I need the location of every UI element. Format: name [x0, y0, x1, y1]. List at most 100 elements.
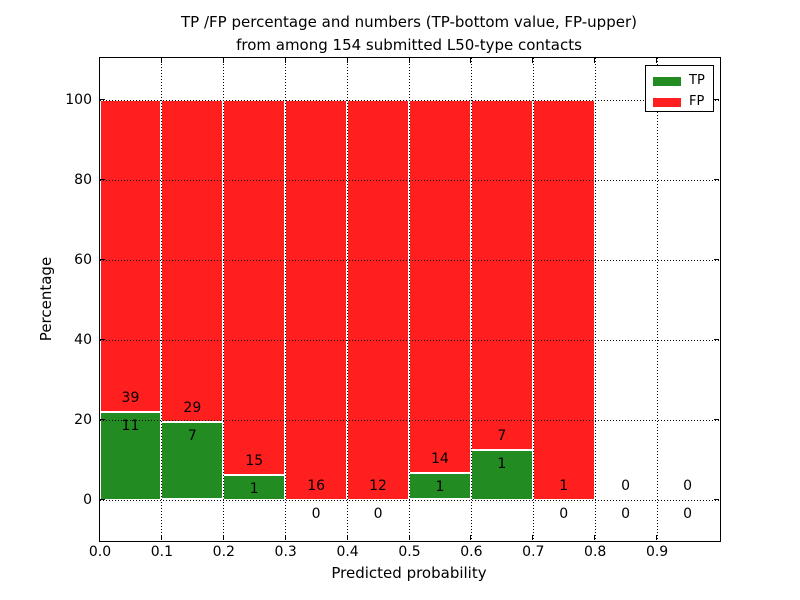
v-gridline: [594, 57, 596, 540]
tp-bar-segment: [99, 411, 162, 500]
fp-count-label: 16: [307, 477, 326, 494]
y-tick-label: 0: [83, 492, 92, 508]
fp-count-label: 7: [497, 427, 507, 444]
y-tick-label: 20: [74, 412, 92, 428]
fp-bar-segment: [532, 99, 595, 500]
tp-bar-segment: [409, 472, 471, 500]
legend: TP FP: [645, 65, 714, 112]
y-tick-mark: [99, 419, 105, 420]
x-tick-label: 0.2: [212, 544, 235, 560]
v-gridline: [161, 57, 163, 540]
y-tick-mark: [99, 339, 105, 340]
y-tick-mark: [713, 419, 719, 420]
x-tick-mark: [346, 57, 348, 63]
x-tick-label: 0.9: [645, 544, 669, 560]
legend-row-fp: FP: [646, 92, 713, 112]
x-tick-mark: [594, 57, 596, 63]
fp-count-label: 29: [183, 399, 202, 416]
y-tick-label: 60: [74, 252, 92, 268]
tp-legend-swatch: [653, 77, 681, 86]
legend-row-tp: TP: [646, 71, 713, 91]
x-tick-mark: [346, 534, 348, 540]
fp-count-label: 0: [621, 477, 631, 494]
x-tick-mark: [408, 57, 410, 63]
tp-count-label: 1: [249, 480, 259, 497]
x-tick-label: 0.3: [274, 544, 297, 560]
v-gridline: [409, 57, 410, 540]
fp-count-label: 15: [245, 452, 264, 469]
tp-count-label: 7: [187, 427, 197, 444]
tp-count-label: 1: [435, 478, 445, 495]
tp-count-label: 0: [373, 505, 383, 522]
y-tick-mark: [713, 179, 719, 180]
x-tick-mark: [532, 534, 534, 540]
fp-legend-label: FP: [689, 94, 705, 109]
x-axis-label: Predicted probability: [331, 564, 487, 582]
x-tick-mark: [284, 534, 286, 540]
x-tick-mark: [594, 534, 596, 540]
fp-bar-segment: [470, 99, 533, 450]
plot-inner: 39 11 29 7 15 1 16 0 12 0 14 1 7 1 1 0 0 0 0 0: [99, 57, 719, 540]
fp-legend-swatch: [653, 98, 681, 107]
tp-count-label: 0: [683, 505, 692, 522]
v-gridline: [347, 57, 349, 540]
fp-bar-segment: [409, 99, 471, 473]
fp-bar-segment: [99, 99, 162, 412]
x-tick-mark: [470, 534, 472, 540]
y-tick-mark: [99, 499, 105, 500]
x-tick-label: 0.5: [398, 544, 421, 560]
v-gridline: [470, 57, 472, 540]
x-tick-label: 0.1: [150, 544, 174, 560]
x-tick-label: 0.7: [522, 544, 545, 560]
fp-count-label: 12: [369, 477, 387, 494]
x-tick-mark: [470, 57, 472, 63]
fp-count-label: 0: [683, 477, 692, 494]
v-gridline: [285, 57, 287, 540]
tp-count-label: 0: [311, 505, 321, 522]
fp-bar-segment: [347, 99, 409, 500]
tp-bar-segment: [161, 421, 224, 500]
y-tick-mark: [99, 179, 105, 180]
y-tick-label: 100: [65, 92, 92, 108]
x-tick-label: 0.6: [460, 544, 483, 560]
y-tick-mark: [713, 259, 719, 260]
x-tick-mark: [408, 534, 410, 540]
x-tick-mark: [160, 57, 162, 63]
tp-count-label: 11: [121, 417, 140, 434]
fp-count-label: 14: [431, 450, 449, 467]
v-gridline: [656, 57, 658, 540]
fp-bar-segment: [285, 99, 348, 500]
x-tick-mark: [656, 534, 658, 540]
chart-title-line2: from among 154 submitted L50-type contac…: [236, 36, 582, 54]
fp-bar-segment: [223, 99, 286, 475]
tp-count-label: 1: [497, 455, 507, 472]
fp-count-label: 1: [559, 477, 569, 494]
fp-bar-segment: [161, 99, 224, 422]
y-tick-label: 40: [74, 332, 92, 348]
fp-count-label: 39: [121, 389, 140, 406]
x-tick-label: 0.4: [336, 544, 359, 560]
y-tick-mark: [99, 259, 105, 260]
y-tick-mark: [713, 499, 719, 500]
tp-count-label: 0: [559, 505, 569, 522]
y-tick-mark: [713, 99, 719, 100]
x-tick-label: 0.0: [88, 544, 112, 560]
x-tick-mark: [532, 57, 534, 63]
y-axis-label: Percentage: [37, 256, 55, 342]
x-tick-label: 0.8: [584, 544, 607, 560]
y-tick-label: 80: [74, 172, 92, 188]
x-tick-mark: [222, 534, 224, 540]
y-tick-mark: [99, 99, 105, 100]
v-gridline: [223, 57, 225, 540]
y-tick-mark: [713, 339, 719, 340]
x-tick-mark: [222, 57, 224, 63]
v-gridline: [532, 57, 534, 540]
chart-title-line1: TP /FP percentage and numbers (TP-bottom…: [181, 13, 637, 31]
tp-count-label: 0: [621, 505, 631, 522]
tp-legend-label: TP: [689, 73, 705, 88]
x-tick-mark: [656, 57, 658, 63]
x-tick-mark: [160, 534, 162, 540]
x-tick-mark: [284, 57, 286, 63]
plot-area: 39 11 29 7 15 1 16 0 12 0 14 1 7 1 1 0 0 0 0 0: [98, 56, 721, 542]
